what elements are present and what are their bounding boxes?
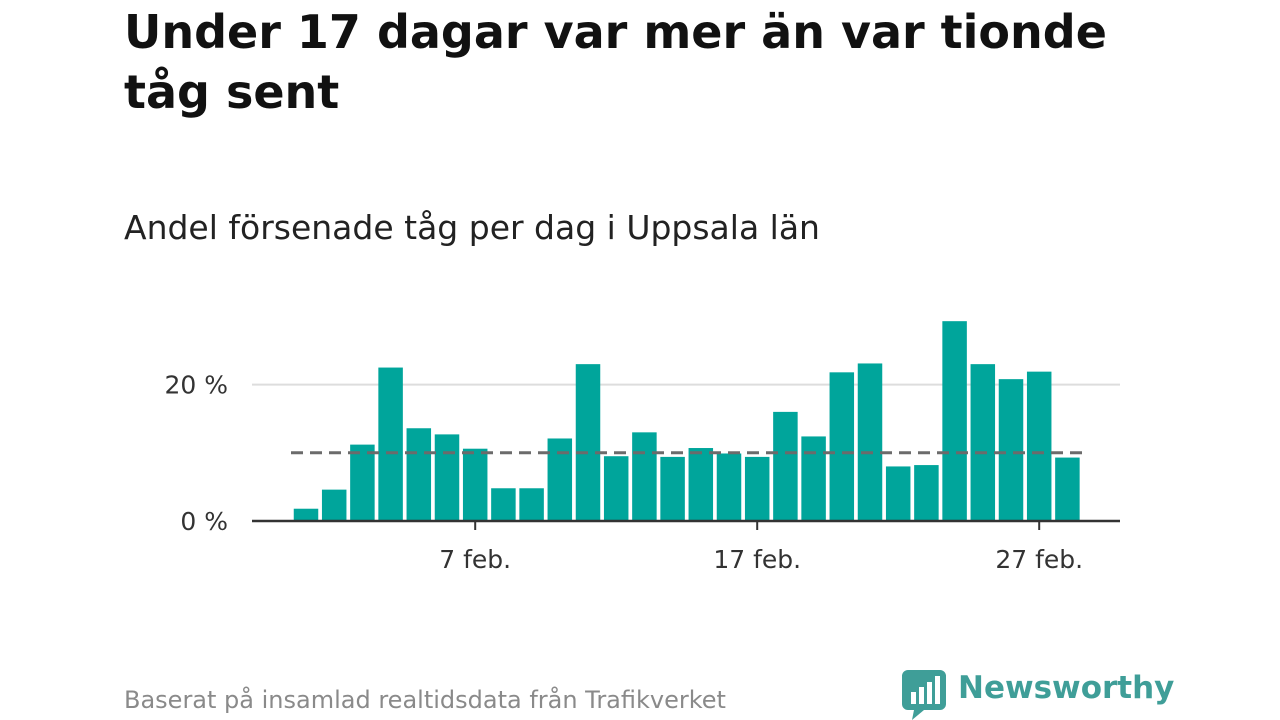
bar-11 bbox=[575, 364, 601, 521]
bar-7 bbox=[462, 448, 488, 521]
bar-24 bbox=[942, 321, 967, 521]
bar-16 bbox=[716, 453, 742, 521]
y-tick-label-1: 20 % bbox=[164, 371, 228, 400]
bar-19 bbox=[801, 436, 826, 521]
bar-21 bbox=[857, 363, 883, 521]
bar-5 bbox=[406, 428, 432, 521]
bar-18 bbox=[773, 411, 798, 521]
bar-25 bbox=[970, 364, 996, 521]
x-axis bbox=[252, 519, 1120, 530]
bar-4 bbox=[378, 367, 403, 521]
bar-20 bbox=[829, 372, 855, 521]
chart-subtitle: Andel försenade tåg per dag i Uppsala lä… bbox=[124, 208, 820, 247]
x-tick-label-1: 17 feb. bbox=[713, 545, 801, 574]
chart-title: Under 17 dagar var mer än var tionde tåg… bbox=[124, 5, 1107, 119]
newsworthy-logo-icon bbox=[902, 670, 946, 720]
bar-8 bbox=[491, 488, 516, 521]
bar-27 bbox=[1026, 371, 1052, 521]
bar-6 bbox=[434, 434, 460, 521]
bar-28 bbox=[1055, 457, 1080, 521]
bar-14 bbox=[660, 456, 685, 521]
bar-9 bbox=[519, 488, 544, 521]
bar-13 bbox=[632, 432, 657, 521]
source-note: Baserat på insamlad realtidsdata från Tr… bbox=[124, 686, 726, 714]
bar-10 bbox=[547, 438, 573, 521]
tick-labels: 7 feb. 17 feb. 27 feb. 0 % 20 % bbox=[164, 371, 1083, 574]
x-tick-label-2: 27 feb. bbox=[995, 545, 1083, 574]
bar-1 bbox=[293, 508, 319, 521]
bar-chart: 7 feb. 17 feb. 27 feb. 0 % 20 % bbox=[164, 321, 1120, 574]
x-tick-label-0: 7 feb. bbox=[439, 545, 511, 574]
bar-17 bbox=[744, 456, 770, 521]
bar-12 bbox=[603, 456, 629, 521]
brand-name: Newsworthy bbox=[958, 670, 1175, 706]
bar-3 bbox=[350, 444, 375, 521]
y-tick-label-0: 0 % bbox=[180, 507, 228, 536]
bar-26 bbox=[998, 379, 1024, 521]
bars bbox=[293, 321, 1080, 521]
bar-15 bbox=[688, 448, 714, 521]
bar-2 bbox=[321, 489, 347, 521]
bar-22 bbox=[885, 466, 911, 521]
bar-23 bbox=[914, 465, 939, 521]
